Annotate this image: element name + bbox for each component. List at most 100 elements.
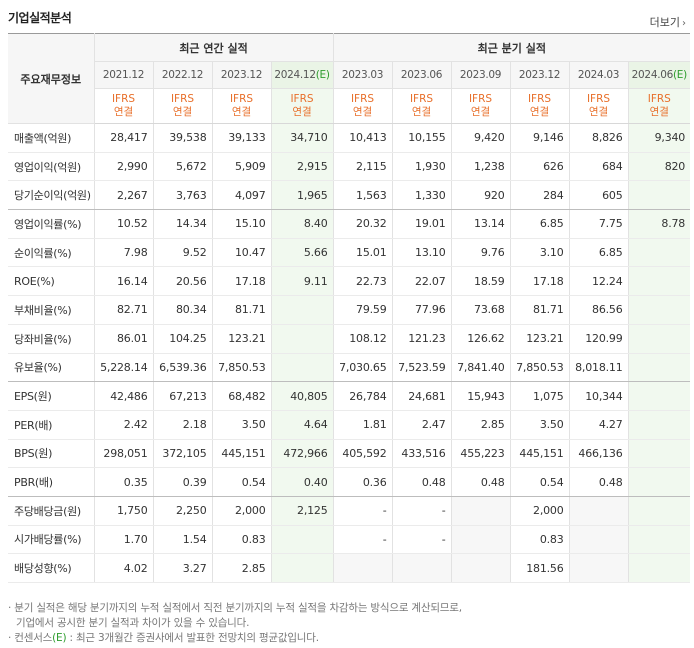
period-label: 2023.03: [341, 69, 384, 81]
table-cell: 605: [568, 180, 629, 211]
table-cell: 121.23: [391, 324, 452, 354]
period-header: 2023.03: [332, 61, 393, 89]
table-cell: 920: [450, 180, 511, 211]
table-cell: 2,915: [270, 152, 334, 182]
table-cell: [627, 353, 691, 383]
table-row: BPS(원) 298,051 372,105 445,151 472,966 405,59…: [8, 439, 691, 469]
quarterly-group-header: 최근 분기 실적: [332, 33, 691, 62]
basis-consolidated: 연결: [411, 106, 432, 118]
table-cell: 2,115: [332, 152, 393, 182]
row-header-label: 주요재무정보: [8, 33, 95, 124]
table-cell: 10,344: [568, 381, 629, 411]
table-cell: 2.47: [391, 410, 452, 440]
footnote-2: · 컨센서스(E) : 최근 3개월간 증권사에서 발표한 전망치의 평균값입니…: [8, 632, 319, 644]
accounting-basis: IFRS 연결: [391, 88, 452, 124]
row-label: EPS(원): [8, 381, 95, 411]
accounting-basis: IFRS 연결: [94, 88, 154, 124]
table-row: 당좌비율(%) 86.01 104.25 123.21 108.12 121.23 126.…: [8, 324, 691, 354]
table-cell: 0.48: [391, 467, 452, 497]
annual-group-header: 최근 연간 실적: [93, 33, 334, 62]
table-cell: 445,151: [509, 439, 570, 469]
accounting-basis: IFRS 연결: [270, 88, 334, 124]
table-cell: 10,413: [332, 123, 393, 153]
table-cell: 26,784: [332, 381, 393, 411]
period-label: 2023.12: [220, 69, 263, 81]
table-cell: [270, 295, 334, 325]
table-cell: 0.48: [450, 467, 511, 497]
table-cell: 6.85: [568, 238, 629, 268]
table-cell: 181.56: [509, 553, 570, 583]
accounting-basis: IFRS 연결: [627, 88, 691, 124]
financial-summary-table-wrapper: 주요재무정보 최근 연간 실적 최근 분기 실적 2021.12 2022.12 2…: [8, 33, 691, 583]
table-row: 부채비율(%) 82.71 80.34 81.71 79.59 77.96 73.68 81.…: [8, 295, 691, 325]
basis-ifrs: IFRS: [586, 93, 611, 105]
table-cell: 22.73: [332, 266, 393, 297]
period-label: 2024.03: [577, 69, 620, 81]
table-cell: 0.54: [211, 467, 272, 497]
table-cell: [627, 496, 691, 526]
table-cell: 68,482: [211, 381, 272, 411]
table-cell: [568, 525, 629, 555]
accounting-basis: IFRS 연결: [509, 88, 570, 124]
table-cell: 2,990: [93, 152, 154, 182]
table-cell: [627, 266, 691, 297]
table-cell: 2.42: [93, 410, 154, 440]
table-cell: [270, 553, 334, 583]
table-cell: [332, 553, 393, 583]
basis-consolidated: 연결: [172, 106, 193, 118]
table-cell: 2,000: [509, 496, 570, 526]
table-cell: -: [332, 496, 393, 526]
table-cell: 39,133: [211, 123, 272, 153]
row-label: 당좌비율(%): [8, 324, 95, 354]
table-cell: 10.52: [93, 209, 154, 239]
table-cell: [627, 381, 691, 411]
table-cell: [450, 525, 511, 555]
table-cell: 19.01: [391, 209, 452, 239]
table-cell: 1.81: [332, 410, 393, 440]
table-row: 유보율(%) 5,228.14 6,539.36 7,850.53 7,030.65 7,…: [8, 353, 691, 383]
row-label: 순이익률(%): [8, 238, 95, 268]
chevron-right-icon: ›: [682, 18, 686, 29]
table-cell: [568, 553, 629, 583]
table-row: 주당배당금(원) 1,750 2,250 2,000 2,125- -2,000: [8, 496, 691, 526]
table-cell: 2,250: [152, 496, 213, 526]
table-cell: 3.27: [152, 553, 213, 583]
table-cell: 1,330: [391, 180, 452, 211]
table-cell: 0.36: [332, 467, 393, 497]
table-cell: 7,841.40: [450, 353, 511, 383]
period-header: 2023.06: [391, 61, 452, 89]
estimate-mark: (E): [315, 69, 330, 81]
basis-consolidated: 연결: [470, 106, 491, 118]
table-cell: 79.59: [332, 295, 393, 325]
table-cell: 40,805: [270, 381, 334, 411]
table-cell: [270, 353, 334, 383]
accounting-basis: IFRS 연결: [211, 88, 272, 124]
table-cell: 1,965: [270, 180, 334, 211]
table-cell: 10.47: [211, 238, 272, 268]
table-cell: 9,340: [627, 123, 691, 153]
table-cell: 4.27: [568, 410, 629, 440]
table-cell: 472,966: [270, 439, 334, 469]
table-cell: 3,763: [152, 180, 213, 211]
basis-ifrs: IFRS: [290, 93, 314, 105]
table-row: EPS(원) 42,486 67,213 68,482 40,805 26,784 24,6…: [8, 381, 691, 411]
table-cell: 81.71: [211, 295, 272, 325]
financial-summary-table: 주요재무정보 최근 연간 실적 최근 분기 실적 2021.12 2022.12 2…: [8, 33, 691, 583]
table-cell: 86.56: [568, 295, 629, 325]
table-cell: 405,592: [332, 439, 393, 469]
footnotes: · 분기 실적은 해당 분기까지의 누적 실적에서 직전 분기까지의 누적 실적…: [8, 601, 688, 646]
table-cell: [627, 180, 691, 211]
table-cell: 22.07: [391, 266, 452, 297]
table-cell: 73.68: [450, 295, 511, 325]
table-cell: 684: [568, 152, 629, 182]
row-label: 매출액(억원): [8, 123, 95, 153]
table-cell: 9,420: [450, 123, 511, 153]
footnote-1: · 분기 실적은 해당 분기까지의 누적 실적에서 직전 분기까지의 누적 실적…: [8, 602, 462, 614]
table-cell: 1,563: [332, 180, 393, 211]
table-cell: 13.14: [450, 209, 511, 239]
table-cell: 298,051: [93, 439, 154, 469]
row-label: 유보율(%): [8, 353, 95, 383]
more-link[interactable]: 더보기 ›: [650, 14, 686, 30]
table-cell: 104.25: [152, 324, 213, 354]
period-label: 2022.12: [161, 69, 204, 81]
